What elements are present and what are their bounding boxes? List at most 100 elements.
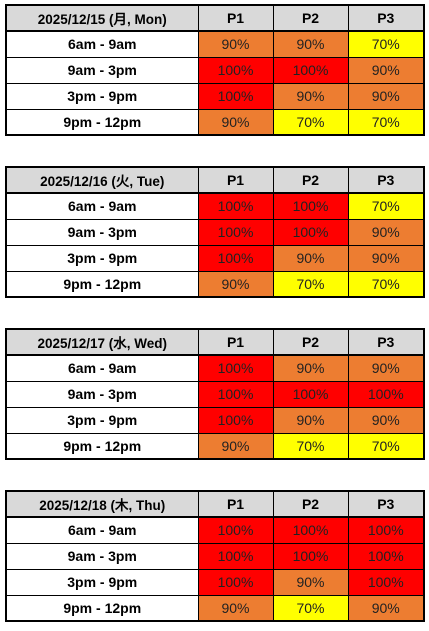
time-slot-label: 9pm - 12pm <box>5 108 199 136</box>
table-row: 3pm - 9pm 100% 90% 100% <box>5 568 425 596</box>
table-row: 3pm - 9pm 100% 90% 90% <box>5 406 425 434</box>
column-header: P1 <box>197 490 274 518</box>
capacity-cell: 100% <box>347 568 425 596</box>
time-slot-label: 9pm - 12pm <box>5 432 199 460</box>
table-row: 9pm - 12pm 90% 70% 70% <box>5 432 425 460</box>
table-row: 9pm - 12pm 90% 70% 90% <box>5 594 425 622</box>
capacity-cell: 100% <box>197 192 274 220</box>
capacity-cell: 90% <box>272 244 349 272</box>
capacity-cell: 100% <box>272 56 349 84</box>
time-slot-label: 6am - 9am <box>5 30 199 58</box>
table-row: 3pm - 9pm 100% 90% 90% <box>5 82 425 110</box>
capacity-cell: 70% <box>347 30 425 58</box>
capacity-cell: 70% <box>347 108 425 136</box>
time-slot-label: 9am - 3pm <box>5 56 199 84</box>
table-row: 9am - 3pm 100% 100% 100% <box>5 542 425 570</box>
table-row: 9pm - 12pm 90% 70% 70% <box>5 270 425 298</box>
table-row: 3pm - 9pm 100% 90% 90% <box>5 244 425 272</box>
capacity-cell: 90% <box>197 594 274 622</box>
column-header: P2 <box>272 166 349 194</box>
table-row: 9am - 3pm 100% 100% 100% <box>5 380 425 408</box>
date-header: 2025/12/16 (火, Tue) <box>5 166 199 194</box>
capacity-cell: 100% <box>272 516 349 544</box>
day-table: 2025/12/18 (木, Thu) P1 P2 P3 6am - 9am 100% 10… <box>5 490 425 622</box>
date-header: 2025/12/17 (水, Wed) <box>5 328 199 356</box>
table-row: 6am - 9am 90% 90% 70% <box>5 30 425 58</box>
column-header: P1 <box>197 328 274 356</box>
capacity-cell: 90% <box>347 354 425 382</box>
capacity-cell: 100% <box>197 542 274 570</box>
capacity-cell: 90% <box>347 218 425 246</box>
column-header: P3 <box>347 4 425 32</box>
capacity-cell: 100% <box>197 244 274 272</box>
time-slot-label: 6am - 9am <box>5 516 199 544</box>
time-slot-label: 6am - 9am <box>5 192 199 220</box>
capacity-cell: 90% <box>272 82 349 110</box>
capacity-cell: 100% <box>197 354 274 382</box>
capacity-cell: 70% <box>272 432 349 460</box>
capacity-cell: 100% <box>197 218 274 246</box>
table-row: 6am - 9am 100% 100% 100% <box>5 516 425 544</box>
table-row: 9am - 3pm 100% 100% 90% <box>5 218 425 246</box>
date-header: 2025/12/15 (月, Mon) <box>5 4 199 32</box>
capacity-cell: 100% <box>272 380 349 408</box>
capacity-cell: 100% <box>347 542 425 570</box>
table-row: 6am - 9am 100% 100% 70% <box>5 192 425 220</box>
table-row: 6am - 9am 100% 90% 90% <box>5 354 425 382</box>
column-header: P3 <box>347 490 425 518</box>
time-slot-label: 6am - 9am <box>5 354 199 382</box>
time-slot-label: 9pm - 12pm <box>5 594 199 622</box>
capacity-cell: 100% <box>272 192 349 220</box>
capacity-cell: 100% <box>347 516 425 544</box>
capacity-cell: 90% <box>347 594 425 622</box>
capacity-cell: 90% <box>347 82 425 110</box>
time-slot-label: 9pm - 12pm <box>5 270 199 298</box>
day-table: 2025/12/17 (水, Wed) P1 P2 P3 6am - 9am 100% 90… <box>5 328 425 460</box>
capacity-cell: 100% <box>197 406 274 434</box>
table-row: 9am - 3pm 100% 100% 90% <box>5 56 425 84</box>
date-header: 2025/12/18 (木, Thu) <box>5 490 199 518</box>
capacity-cell: 90% <box>197 30 274 58</box>
time-slot-label: 3pm - 9pm <box>5 82 199 110</box>
capacity-cell: 90% <box>272 30 349 58</box>
capacity-cell: 90% <box>347 56 425 84</box>
time-slot-label: 3pm - 9pm <box>5 406 199 434</box>
column-header: P2 <box>272 490 349 518</box>
capacity-cell: 90% <box>197 270 274 298</box>
capacity-cell: 70% <box>272 594 349 622</box>
column-header: P3 <box>347 166 425 194</box>
capacity-cell: 90% <box>197 108 274 136</box>
day-table: 2025/12/15 (月, Mon) P1 P2 P3 6am - 9am 90% 90%… <box>5 4 425 136</box>
capacity-cell: 100% <box>272 542 349 570</box>
column-header: P1 <box>197 4 274 32</box>
time-slot-label: 3pm - 9pm <box>5 568 199 596</box>
time-slot-label: 9am - 3pm <box>5 542 199 570</box>
time-slot-label: 3pm - 9pm <box>5 244 199 272</box>
capacity-cell: 90% <box>272 568 349 596</box>
capacity-cell: 70% <box>347 192 425 220</box>
capacity-cell: 100% <box>272 218 349 246</box>
time-slot-label: 9am - 3pm <box>5 218 199 246</box>
capacity-cell: 90% <box>197 432 274 460</box>
capacity-cell: 100% <box>197 56 274 84</box>
capacity-cell: 70% <box>347 432 425 460</box>
capacity-cell: 100% <box>197 82 274 110</box>
capacity-cell: 90% <box>272 354 349 382</box>
capacity-cell: 100% <box>197 516 274 544</box>
time-slot-label: 9am - 3pm <box>5 380 199 408</box>
capacity-cell: 90% <box>347 406 425 434</box>
column-header: P2 <box>272 328 349 356</box>
capacity-cell: 90% <box>347 244 425 272</box>
capacity-cell: 100% <box>197 380 274 408</box>
capacity-cell: 70% <box>347 270 425 298</box>
column-header: P3 <box>347 328 425 356</box>
column-header: P1 <box>197 166 274 194</box>
capacity-cell: 100% <box>347 380 425 408</box>
capacity-cell: 70% <box>272 108 349 136</box>
table-row: 9pm - 12pm 90% 70% 70% <box>5 108 425 136</box>
capacity-cell: 90% <box>272 406 349 434</box>
day-table: 2025/12/16 (火, Tue) P1 P2 P3 6am - 9am 100% 10… <box>5 166 425 298</box>
column-header: P2 <box>272 4 349 32</box>
capacity-cell: 70% <box>272 270 349 298</box>
capacity-cell: 100% <box>197 568 274 596</box>
